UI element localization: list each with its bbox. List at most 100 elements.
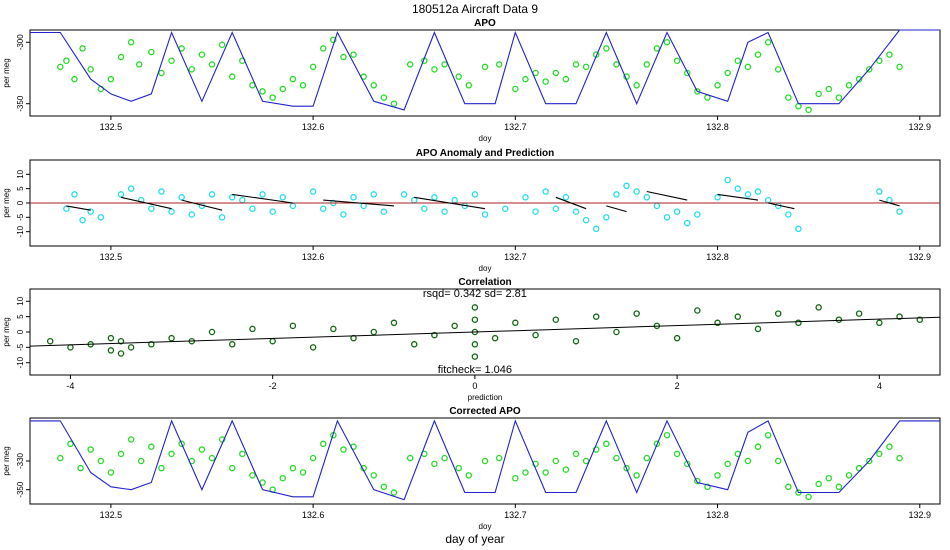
data-point xyxy=(63,57,70,64)
data-point xyxy=(107,347,115,354)
data-point xyxy=(158,188,165,195)
data-point xyxy=(673,57,681,64)
x-axis-label: doy xyxy=(479,522,492,531)
data-point xyxy=(623,182,630,190)
data-point xyxy=(663,431,671,439)
data-point xyxy=(249,325,256,333)
y-tick-label: -10 xyxy=(16,225,25,237)
data-point xyxy=(117,337,125,345)
data-point xyxy=(865,457,873,465)
y-tick-label: 5 xyxy=(16,314,25,319)
data-point xyxy=(309,188,317,195)
prediction-line xyxy=(606,205,627,213)
data-point xyxy=(603,214,610,221)
data-point xyxy=(643,454,651,462)
prediction-line xyxy=(120,196,172,210)
panel-anomaly: APO Anomaly and Prediction 132.5 132.6 132.… xyxy=(2,148,941,273)
data-point xyxy=(815,90,822,98)
data-point xyxy=(744,63,752,71)
data-point xyxy=(289,75,297,83)
x-tick-label: 132.5 xyxy=(100,510,123,520)
data-point xyxy=(370,191,378,198)
data-point xyxy=(228,464,236,472)
data-point xyxy=(340,211,347,218)
data-point xyxy=(522,469,529,476)
data-point xyxy=(330,325,337,333)
x-tick-label: 132.7 xyxy=(504,252,527,262)
data-point xyxy=(734,57,742,64)
data-point xyxy=(572,208,580,215)
data-point xyxy=(431,194,438,201)
data-point xyxy=(239,196,246,204)
data-point xyxy=(876,57,883,64)
data-point xyxy=(390,100,398,107)
data-point xyxy=(825,474,833,482)
prediction-line xyxy=(879,199,900,207)
data-point xyxy=(269,208,276,215)
data-point xyxy=(754,325,762,333)
panels: APO 132.5 132.6 132.7 132.8 132.9 doy -350 -300 p… xyxy=(2,18,941,531)
data-point xyxy=(495,61,503,68)
chart-title: APO Anomaly and Prediction xyxy=(416,148,555,159)
data-point xyxy=(228,73,236,80)
data-point xyxy=(370,328,378,336)
data-point xyxy=(683,219,691,227)
data-point xyxy=(896,454,903,462)
data-point xyxy=(279,194,287,201)
data-point xyxy=(289,464,297,472)
y-tick-label: -10 xyxy=(16,356,25,368)
y-axis-label: per meg xyxy=(2,446,11,475)
data-point xyxy=(825,85,833,93)
data-point xyxy=(218,214,226,221)
data-point xyxy=(845,82,853,89)
data-point xyxy=(208,328,216,336)
data-point xyxy=(896,208,903,215)
y-tick-label: -5 xyxy=(16,343,25,351)
data-point xyxy=(785,483,792,491)
data-point xyxy=(57,454,64,462)
data-point xyxy=(613,328,620,336)
data-point xyxy=(532,331,539,339)
x-tick-label: 132.9 xyxy=(909,252,932,262)
data-point xyxy=(289,322,297,330)
data-point xyxy=(370,472,378,479)
data-point xyxy=(501,205,509,212)
data-point xyxy=(673,208,681,215)
data-point xyxy=(46,337,54,345)
data-point xyxy=(552,457,560,465)
data-point xyxy=(455,73,462,80)
data-point xyxy=(572,337,580,345)
data-point xyxy=(228,194,236,201)
data-point xyxy=(406,61,414,68)
x-tick-label: 132.6 xyxy=(302,252,325,262)
data-point xyxy=(603,440,610,448)
data-point xyxy=(168,334,175,342)
data-point xyxy=(572,61,580,68)
data-point xyxy=(673,334,681,342)
data-point xyxy=(471,316,479,323)
data-point xyxy=(855,310,863,317)
data-point xyxy=(633,310,640,317)
data-point xyxy=(218,436,226,443)
x-tick-label: -4 xyxy=(66,381,74,391)
data-point xyxy=(886,443,893,450)
x-tick-label: 132.6 xyxy=(302,510,325,520)
data-point xyxy=(653,45,661,52)
data-point xyxy=(451,196,458,204)
data-point xyxy=(754,443,762,450)
data-point xyxy=(643,61,651,68)
data-point xyxy=(208,191,216,198)
data-point xyxy=(471,341,479,348)
x-tick-label: 132.5 xyxy=(100,122,123,132)
data-point xyxy=(552,205,560,212)
data-point xyxy=(835,94,843,101)
data-point xyxy=(87,208,94,215)
y-tick-label: 0 xyxy=(16,329,25,334)
data-point xyxy=(198,446,206,453)
data-point xyxy=(633,188,640,195)
prediction-line xyxy=(767,202,795,210)
y-tick-label: 10 xyxy=(16,296,25,305)
data-point xyxy=(592,313,600,320)
data-point xyxy=(87,446,94,453)
x-tick-label: 132.8 xyxy=(706,252,729,262)
